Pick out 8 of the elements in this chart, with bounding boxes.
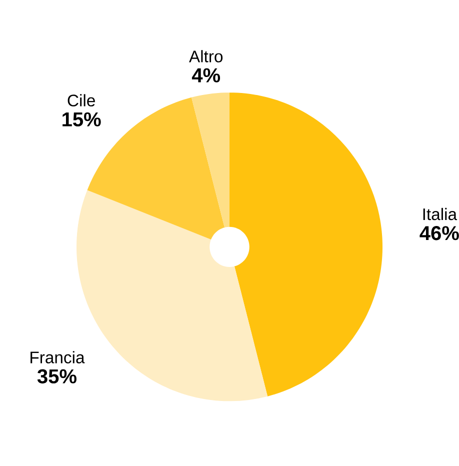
slice-label: Altro [189,50,223,62]
slice-label: Francia [30,351,85,364]
data-label: 4% [192,68,220,82]
data-label: 35% [37,369,76,384]
data-label: 46% [420,226,459,240]
slice-label: Italia [423,208,458,220]
data-label: 15% [62,112,101,126]
slice-label: Cile [68,94,95,106]
